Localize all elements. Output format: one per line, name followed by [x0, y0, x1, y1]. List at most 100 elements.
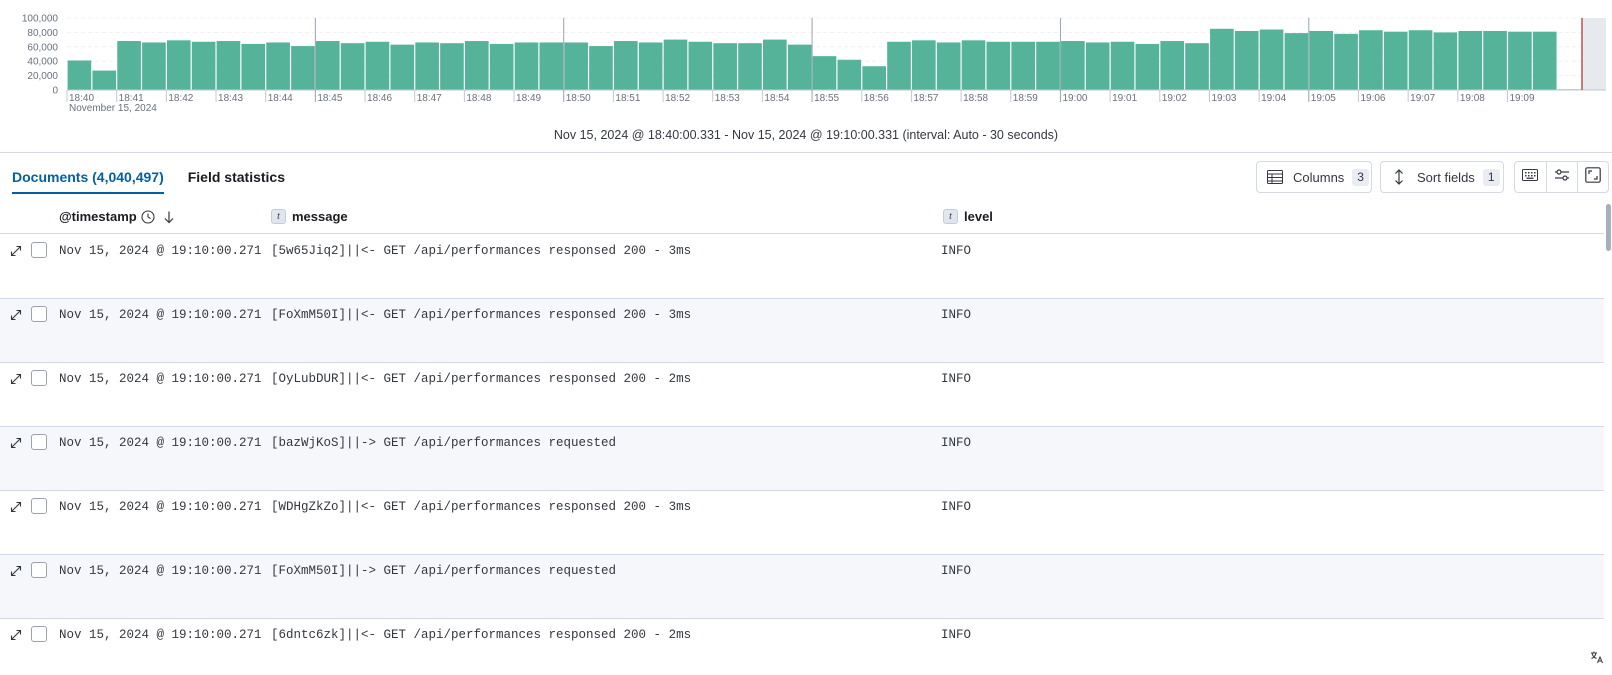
keyboard-shortcuts-button[interactable] [1515, 162, 1546, 192]
fullscreen-button[interactable] [1576, 162, 1608, 192]
row-select-checkbox[interactable] [31, 434, 47, 450]
table-row: Nov 15, 2024 @ 19:10:00.271 [6dntc6zk]||… [0, 619, 1604, 675]
sort-icon [1391, 169, 1407, 185]
histogram-bar [166, 40, 191, 90]
expand-row-icon[interactable] [8, 435, 24, 451]
x-tick-label: 18:50 [566, 93, 591, 104]
x-tick-label: 18:56 [864, 93, 889, 104]
histogram-bar [489, 43, 514, 90]
translate-icon[interactable] [1586, 646, 1608, 668]
histogram-bar [1085, 42, 1110, 90]
expand-row-icon[interactable] [8, 563, 24, 579]
expand-row-icon[interactable] [8, 307, 24, 323]
row-select-checkbox[interactable] [31, 306, 47, 322]
histogram-bar [688, 41, 713, 90]
histogram-bar [117, 41, 141, 90]
expand-row-icon[interactable] [8, 371, 24, 387]
x-tick-label: 18:52 [665, 93, 690, 104]
row-select-checkbox[interactable] [31, 242, 47, 258]
tab-field-statistics[interactable]: Field statistics [187, 169, 285, 185]
display-settings-button[interactable] [1545, 162, 1577, 192]
keyboard-icon [1522, 168, 1539, 186]
histogram-bar [1185, 43, 1209, 90]
histogram-bar [365, 41, 390, 90]
column-header-timestamp[interactable]: @timestamp [59, 199, 175, 234]
histogram-bar [67, 60, 92, 90]
histogram-bar [315, 41, 340, 90]
x-tick-label: 19:07 [1410, 93, 1435, 104]
histogram-bar [589, 46, 613, 90]
date-label: November 15, 2024 [69, 103, 157, 114]
message-header-label: message [292, 209, 348, 224]
table-icon [1267, 169, 1283, 185]
row-select-checkbox[interactable] [31, 562, 47, 578]
x-tick-label: 18:44 [268, 93, 293, 104]
histogram-bar [986, 41, 1011, 90]
level-cell: INFO [941, 436, 972, 450]
y-tick-label: 60,000 [27, 42, 58, 53]
timestamp-cell: Nov 15, 2024 @ 19:10:00.271 [59, 500, 262, 514]
sort-descending-icon[interactable] [163, 210, 175, 224]
level-cell: INFO [941, 308, 972, 322]
fullscreen-icon [1585, 166, 1601, 188]
histogram-bar [564, 42, 588, 90]
x-tick-label: 18:46 [367, 93, 392, 104]
column-header-message[interactable]: t message [271, 199, 348, 234]
display-settings-icon [1554, 168, 1570, 187]
row-select-checkbox[interactable] [31, 498, 47, 514]
histogram-bar [1234, 30, 1259, 90]
histogram-bar [415, 42, 439, 90]
x-tick-label: 18:57 [913, 93, 938, 104]
timestamp-cell: Nov 15, 2024 @ 19:10:00.271 [59, 372, 262, 386]
x-tick-label: 18:49 [516, 93, 541, 104]
text-field-type-icon: t [271, 209, 286, 224]
grid-scrollbar[interactable] [1604, 199, 1612, 675]
column-header-level[interactable]: t level [943, 199, 993, 234]
row-select-checkbox[interactable] [31, 626, 47, 642]
histogram-bar [1508, 31, 1532, 90]
expand-row-icon[interactable] [8, 499, 24, 515]
document-rows: Nov 15, 2024 @ 19:10:00.271 [5w65Jiq2]||… [0, 235, 1604, 675]
table-row: Nov 15, 2024 @ 19:10:00.271 [FoXmM50I]||… [0, 555, 1604, 619]
histogram-bar [514, 42, 539, 90]
histogram-bar [936, 42, 961, 90]
clock-icon [141, 209, 155, 224]
scrollbar-thumb[interactable] [1606, 204, 1611, 251]
table-row: Nov 15, 2024 @ 19:10:00.271 [bazWjKoS]||… [0, 427, 1604, 491]
message-cell: [bazWjKoS]||-> GET /api/performances req… [271, 436, 617, 450]
histogram-bar [738, 43, 762, 90]
x-tick-label: 18:54 [764, 93, 789, 104]
histogram-bar [1433, 32, 1458, 90]
x-tick-label: 18:51 [615, 93, 640, 104]
histogram-bar [1334, 33, 1358, 90]
x-tick-label: 18:59 [1013, 93, 1038, 104]
expand-row-icon[interactable] [8, 627, 24, 643]
histogram-bar [142, 42, 166, 90]
histogram-bar [1061, 41, 1085, 90]
histogram-bar [1383, 31, 1408, 90]
expand-row-icon[interactable] [8, 243, 24, 259]
tab-documents[interactable]: Documents (4,040,497) [12, 166, 164, 194]
histogram-bar [862, 66, 886, 90]
histogram-bar [92, 70, 117, 90]
x-tick-label: 18:48 [466, 93, 491, 104]
sort-fields-button[interactable]: Sort fields 1 [1380, 161, 1504, 193]
table-row: Nov 15, 2024 @ 19:10:00.271 [5w65Jiq2]||… [0, 235, 1604, 299]
histogram-bar [812, 56, 837, 90]
histogram-bar [1011, 41, 1036, 90]
histogram-chart[interactable]: 100,000 80,000 60,000 40,000 20,000 0 18:40 18:… [0, 0, 1612, 118]
brush-overlay [1582, 18, 1606, 90]
columns-button[interactable]: Columns 3 [1256, 161, 1372, 193]
row-select-checkbox[interactable] [31, 370, 47, 386]
histogram-bar [1309, 30, 1334, 90]
timestamp-cell: Nov 15, 2024 @ 19:10:00.271 [59, 244, 262, 258]
histogram-bar [1284, 33, 1309, 90]
columns-count-badge: 3 [1352, 168, 1369, 186]
x-tick-label: 19:08 [1460, 93, 1485, 104]
histogram-bar [1259, 29, 1284, 90]
timestamp-cell: Nov 15, 2024 @ 19:10:00.271 [59, 628, 262, 642]
histogram-bar [291, 46, 315, 90]
table-row: Nov 15, 2024 @ 19:10:00.271 [WDHgZkZo]||… [0, 491, 1604, 555]
histogram-bar [390, 44, 415, 90]
histogram-bar [440, 43, 464, 90]
